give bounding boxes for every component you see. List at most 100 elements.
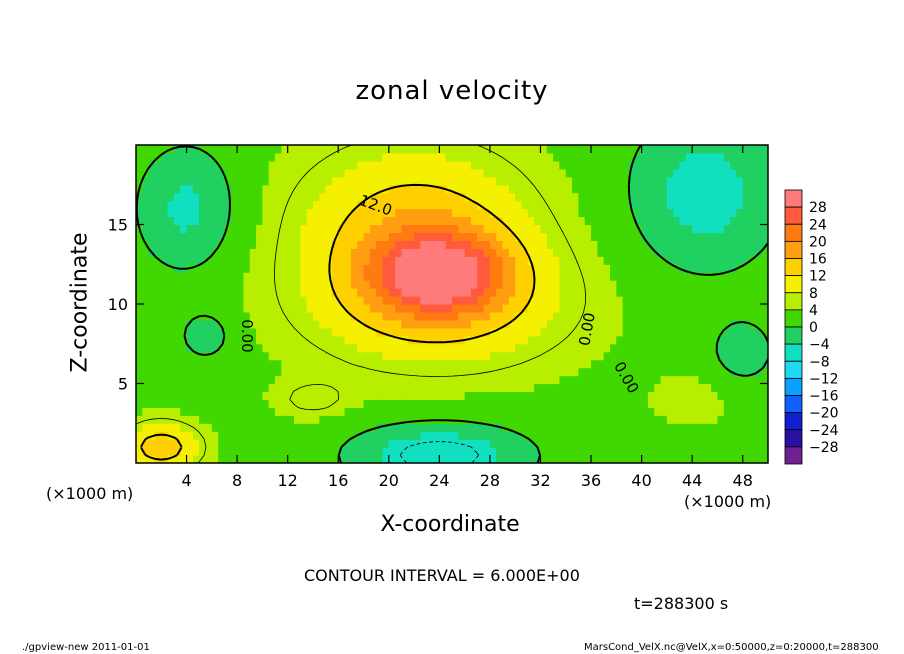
field-cell [268,304,276,313]
field-cell [591,351,598,361]
field-cell [546,455,554,463]
field-cell [439,272,447,281]
field-cell [388,447,396,456]
field-cell [635,359,643,369]
field-cell [154,256,162,265]
field-cell [534,288,542,297]
field-cell [256,455,263,463]
field-cell [723,145,731,154]
field-cell [331,288,339,297]
field-cell [154,296,162,305]
field-cell [704,327,712,337]
colorbar-swatch [784,223,803,242]
field-cell [553,304,561,313]
field-cell [439,367,447,377]
field-cell [616,192,624,202]
field-cell [148,145,156,154]
field-cell [546,304,554,313]
field-cell [439,399,447,408]
field-cell [730,192,737,202]
field-cell [186,415,194,424]
field-cell [218,192,226,202]
field-cell [218,359,226,369]
field-cell [136,351,143,361]
field-cell [344,224,352,234]
field-cell [496,280,504,289]
field-cell [382,407,390,416]
field-cell [610,256,617,265]
field-cell [167,375,175,385]
field-cell [647,447,655,456]
field-cell [755,168,763,178]
field-cell [439,152,447,162]
colorbar-level-label: −8 [809,354,830,370]
field-cell [287,176,295,186]
field-cell [300,399,308,408]
field-cell [249,200,257,210]
field-cell [344,145,352,154]
field-cell [350,176,358,186]
field-cell [527,447,535,456]
field-cell [622,439,630,448]
field-cell [148,423,156,432]
field-cell [243,160,251,170]
field-cell [294,264,301,273]
field-cell [300,439,308,448]
field-cell [572,423,579,432]
field-cell [508,248,516,257]
field-cell [647,319,655,329]
field-cell [723,232,731,241]
field-cell [382,216,390,226]
field-cell [496,335,504,345]
field-cell [300,152,308,162]
field-cell [698,431,706,440]
field-cell [192,375,200,385]
field-cell [407,383,415,393]
field-cell [679,272,687,281]
field-cell [742,383,750,393]
field-cell [603,375,611,385]
field-cell [300,160,308,170]
field-cell [578,415,586,424]
field-cell [470,439,478,448]
field-cell [679,351,687,361]
field-cell [452,240,459,249]
field-cell [641,351,649,361]
field-cell [325,208,333,218]
field-cell [489,304,497,313]
field-cell [521,240,529,249]
field-cell [186,407,194,416]
field-cell [553,224,561,234]
field-cell [136,232,143,241]
field-cell [249,248,257,257]
field-cell [249,168,257,178]
field-cell [205,359,213,369]
field-cell [546,272,554,281]
field-cell [414,264,421,273]
field-cell [256,264,263,273]
field-cell [401,256,409,265]
field-cell [578,439,586,448]
field-cell [395,304,403,313]
field-cell [711,296,719,305]
field-cell [761,272,768,281]
field-cell [641,160,649,170]
field-cell [591,367,598,377]
field-cell [224,296,232,305]
field-cell [142,208,150,218]
field-cell [591,439,598,448]
field-cell [515,216,523,226]
field-cell [445,208,453,218]
field-cell [508,423,516,432]
field-cell [496,256,504,265]
field-cell [502,256,510,265]
field-cell [249,359,257,369]
field-cell [237,351,245,361]
field-cell [268,200,276,210]
field-cell [502,272,510,281]
field-cell [591,184,598,194]
field-cell [331,208,339,218]
field-cell [584,240,592,249]
field-cell [167,160,175,170]
field-cell [616,145,624,154]
